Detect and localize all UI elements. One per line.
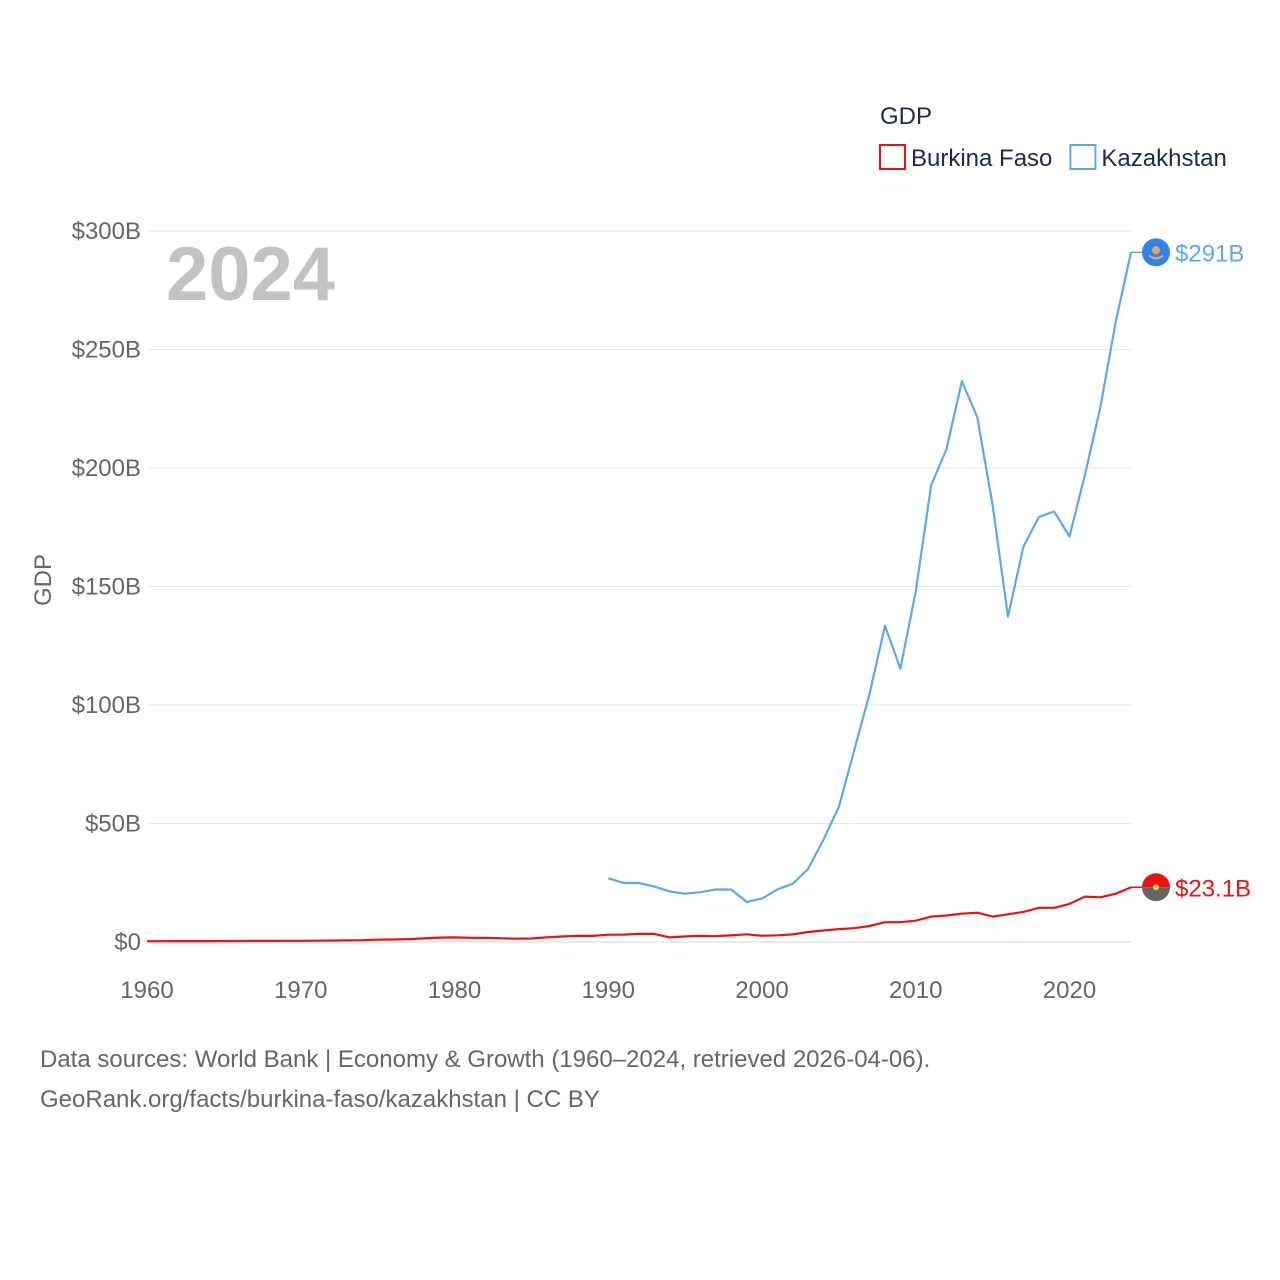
flag-marker-kazakhstan bbox=[1142, 238, 1170, 267]
y-axis-title: GDP bbox=[30, 554, 57, 606]
x-tick-label: 1970 bbox=[274, 977, 327, 1004]
x-tick-label: 1990 bbox=[582, 977, 635, 1004]
flag-sun bbox=[1152, 246, 1160, 255]
data-source-note: Data sources: World Bank | Economy & Gro… bbox=[40, 1046, 931, 1073]
flag-bottom-half bbox=[1142, 887, 1170, 902]
y-tick-label: $150B bbox=[72, 574, 141, 601]
flag-eagle bbox=[1148, 254, 1164, 260]
y-tick-label: $0 bbox=[114, 929, 141, 956]
year-label: 2024 bbox=[166, 232, 335, 317]
x-tick-label: 2000 bbox=[735, 977, 788, 1004]
legend-swatch bbox=[879, 144, 906, 170]
flag-top-half bbox=[1142, 873, 1170, 888]
y-tick-label: $100B bbox=[72, 692, 141, 719]
source-link[interactable]: GeoRank.org/facts/burkina-faso/kazakhsta… bbox=[40, 1086, 600, 1113]
legend-label: Burkina Faso bbox=[911, 145, 1052, 172]
end-value-label: $291B bbox=[1175, 240, 1244, 267]
end-markers: $23.1B $291B bbox=[1131, 238, 1251, 902]
legend: GDP Burkina Faso Kazakhstan bbox=[879, 103, 1227, 172]
series-lines bbox=[147, 252, 1133, 943]
legend-swatch bbox=[1069, 144, 1097, 170]
series-line-burkina-faso bbox=[147, 886, 1132, 943]
flag-marker-burkina-faso bbox=[1142, 873, 1170, 902]
x-tick-label: 2020 bbox=[1043, 977, 1096, 1004]
series-line-kazakhstan bbox=[607, 252, 1133, 904]
flag-star bbox=[1153, 884, 1159, 891]
x-tick-label: 1980 bbox=[428, 977, 481, 1004]
y-tick-label: $300B bbox=[72, 218, 141, 245]
y-tick-label: $50B bbox=[85, 811, 141, 838]
end-value-label: $23.1B bbox=[1175, 875, 1251, 902]
footer: Data sources: World Bank | Economy & Gro… bbox=[40, 1040, 1240, 1120]
y-axis-ticks: $0 $50B $100B $150B $200B $250B $300B bbox=[72, 218, 141, 956]
y-tick-label: $250B bbox=[72, 337, 141, 364]
gridlines bbox=[147, 230, 1131, 943]
x-axis-ticks: 1960 1970 1980 1990 2000 2010 2020 bbox=[120, 977, 1096, 1004]
x-tick-label: 1960 bbox=[120, 977, 173, 1004]
y-tick-label: $200B bbox=[72, 455, 141, 482]
legend-label: Kazakhstan bbox=[1101, 145, 1226, 172]
x-tick-label: 2010 bbox=[889, 977, 942, 1004]
legend-title: GDP bbox=[880, 103, 932, 130]
